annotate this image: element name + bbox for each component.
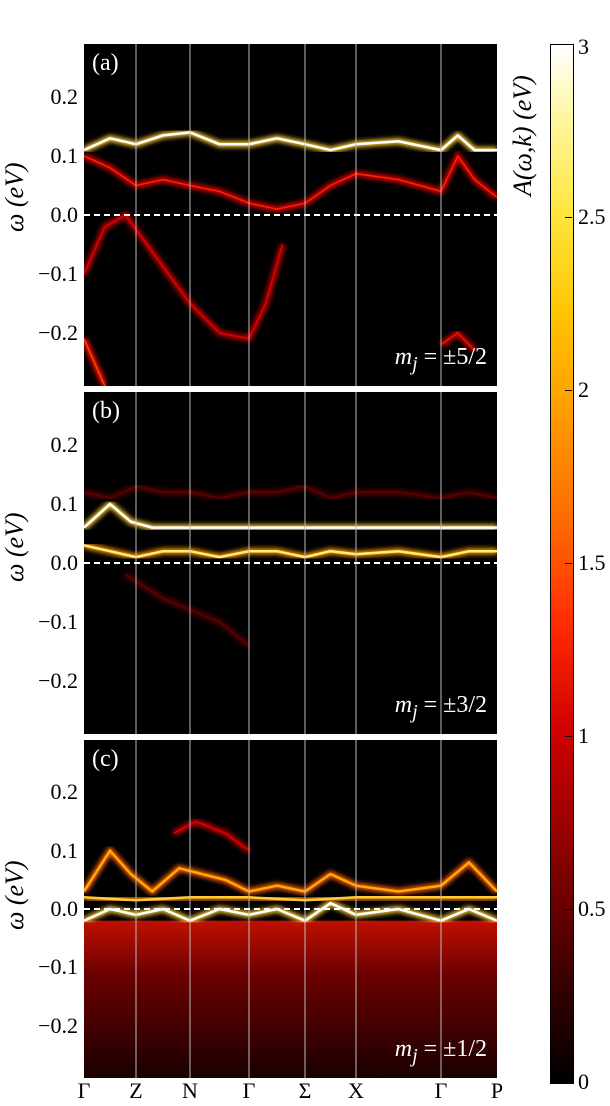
band-line xyxy=(84,848,497,894)
colorbar-tick-mark xyxy=(565,44,572,45)
x-tick-label: Γ xyxy=(77,1078,91,1103)
band-glow xyxy=(84,150,497,213)
panel-b-annotation: mj = ±3/2 xyxy=(395,692,487,724)
band-line xyxy=(440,331,476,352)
panel-a-mj-m: m xyxy=(394,344,413,371)
colorbar-tick-mark xyxy=(565,563,572,564)
y-tick-label: −0.1 xyxy=(38,260,78,286)
y-tick-label: 0.0 xyxy=(50,550,79,575)
colorbar-tick-mark xyxy=(565,217,572,218)
panel-c-plot xyxy=(84,740,497,1078)
colorbar-tick-label: 3 xyxy=(578,34,589,59)
colorbar-tick-label: 0 xyxy=(578,1069,589,1094)
band-line xyxy=(84,154,497,210)
y-tick-label: −0.2 xyxy=(38,667,78,693)
colorbar-tick-label: 2.5 xyxy=(578,204,606,229)
y-tick-label: −0.1 xyxy=(38,608,78,634)
panel-c-mj-m: m xyxy=(394,1036,413,1063)
spectral-background xyxy=(84,920,497,1078)
y-tick-label: 0.2 xyxy=(50,84,79,110)
panel-b-mj-m: m xyxy=(394,692,413,719)
y-tick-label: 0.0 xyxy=(50,202,79,227)
colorbar-tick-mark xyxy=(565,390,572,391)
x-tick-label: Z xyxy=(129,1078,143,1103)
band-line xyxy=(84,338,106,386)
panel-b-label: (b) xyxy=(92,398,120,424)
band-glow xyxy=(123,572,251,648)
panel-b: (b) mj = ±3/2 xyxy=(84,392,497,734)
panel-c-mj-value: = ±1/2 xyxy=(417,1036,487,1063)
y-tick-label: 0.0 xyxy=(50,896,79,921)
band-line xyxy=(84,214,284,340)
colorbar-tick-label: 2 xyxy=(578,377,589,402)
x-tick-label: X xyxy=(348,1078,364,1103)
colorbar-label-text: A(ω,k) (eV) xyxy=(508,75,537,196)
y-tick-label: 0.2 xyxy=(50,432,79,458)
band-line xyxy=(84,544,497,559)
panel-a: (a) mj = ±5/2 xyxy=(84,44,497,386)
band-glow xyxy=(84,500,497,531)
x-tick-label: Σ xyxy=(298,1078,312,1103)
x-tick-label: N xyxy=(182,1078,198,1103)
y-tick-label: −0.2 xyxy=(38,1012,78,1038)
y-tick-label: 0.1 xyxy=(50,143,79,169)
band-glow xyxy=(172,818,251,854)
band-line xyxy=(125,574,250,647)
x-tick-label: P xyxy=(490,1078,504,1103)
panel-c-label: (c) xyxy=(92,746,119,772)
colorbar-label: A(ω,k) (eV) xyxy=(508,75,538,196)
band-line xyxy=(84,896,497,902)
panel-a-label: (a) xyxy=(92,50,119,76)
y-tick-label: 0.1 xyxy=(50,837,79,863)
colorbar-tick-mark xyxy=(565,736,572,737)
panel-a-mj-j: j xyxy=(412,353,418,375)
y-tick-label: 0.1 xyxy=(50,491,79,517)
band-line xyxy=(84,485,497,499)
panel-b-mj-j: j xyxy=(412,701,418,723)
colorbar-tick-label: 1 xyxy=(578,723,589,748)
panel-a-annotation: mj = ±5/2 xyxy=(395,344,487,376)
x-tick-label: Γ xyxy=(434,1078,448,1103)
panel-c-mj-j: j xyxy=(412,1045,418,1067)
band-glow xyxy=(84,211,286,343)
band-line xyxy=(84,131,497,152)
y-tick-label: 0.2 xyxy=(50,779,79,805)
panel-c: (c) mj = ±1/2 xyxy=(84,740,497,1078)
colorbar-tick-mark xyxy=(565,1082,572,1083)
colorbar-tick-label: 0.5 xyxy=(578,896,606,921)
colorbar xyxy=(550,44,574,1084)
panel-b-mj-value: = ±3/2 xyxy=(417,692,487,719)
panel-b-plot xyxy=(84,392,497,734)
panel-a-plot xyxy=(84,44,497,386)
colorbar-tick-label: 1.5 xyxy=(578,550,606,575)
band-line xyxy=(173,820,250,852)
colorbar-tick-mark xyxy=(565,909,572,910)
panel-a-mj-value: = ±5/2 xyxy=(417,344,487,371)
panel-c-annotation: mj = ±1/2 xyxy=(395,1036,487,1068)
y-tick-label: −0.1 xyxy=(38,954,78,980)
x-tick-label: Γ xyxy=(242,1078,256,1103)
y-tick-label: −0.2 xyxy=(38,319,78,345)
